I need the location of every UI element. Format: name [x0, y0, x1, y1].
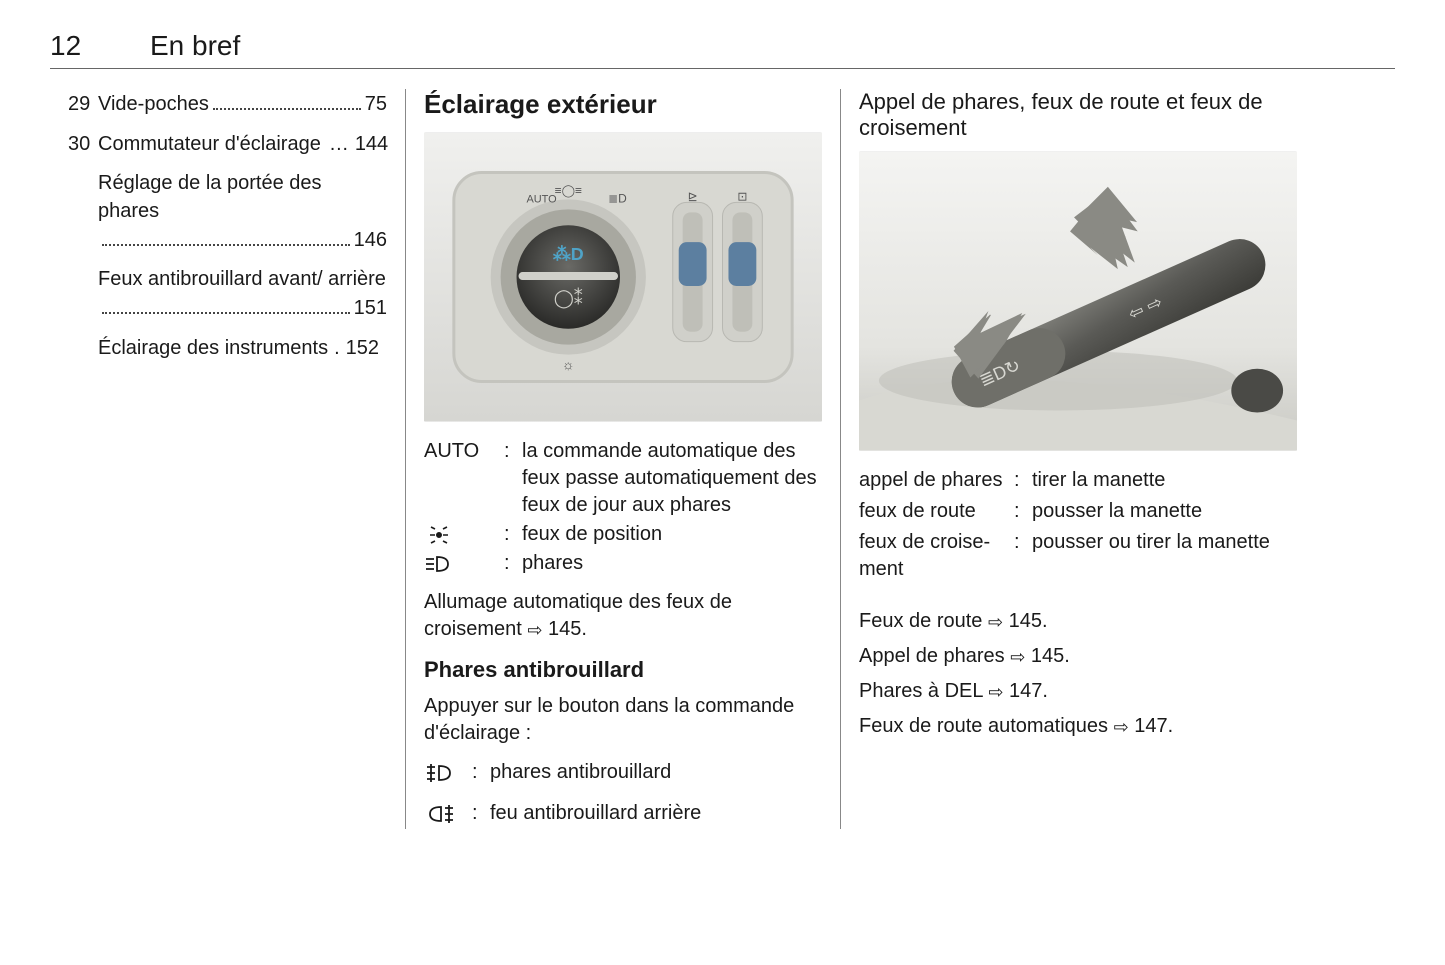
- toc-page: 144: [355, 129, 388, 159]
- ref-label: Appel de phares: [859, 645, 1010, 667]
- toc-label: Commutateur d'éclairage: [98, 129, 321, 159]
- fog-rear-icon: [424, 800, 472, 827]
- reference-arrow-icon: ⇨: [1114, 714, 1129, 740]
- def-desc: phares: [522, 550, 822, 577]
- paragraph: Allumage automatique des feux de croisem…: [424, 589, 822, 643]
- def-desc: feux de position: [522, 521, 822, 548]
- light-switch-figure: ⁂D ◯⁑ AUTO ≡◯≡ ≣D ☼ ⊵ ⊡: [424, 132, 822, 422]
- toc-item: 29 Vide-poches 75: [68, 89, 387, 119]
- reference-line: Feux de route automatiques ⇨ 147.: [859, 712, 1297, 741]
- ref-label: Feux de route automatiques: [859, 715, 1114, 737]
- fog-front-icon: [424, 759, 472, 786]
- reference-line: Phares à DEL ⇨ 147.: [859, 677, 1297, 706]
- svg-text:≣D: ≣D: [608, 191, 627, 205]
- def-colon: :: [504, 521, 522, 548]
- def-colon: :: [472, 759, 490, 786]
- section-title: Appel de phares, feux de route et feux d…: [859, 89, 1297, 141]
- toc-subitem: Réglage de la portée des phares 146: [98, 169, 387, 255]
- toc-ellipsis: …: [329, 129, 349, 159]
- toc-page: .: [334, 333, 340, 363]
- reference-arrow-icon: ⇨: [988, 679, 1003, 705]
- def-desc: tirer la manette: [1032, 467, 1297, 494]
- reference-arrow-icon: ⇨: [527, 618, 542, 642]
- toc-label: Réglage de la portée des phares: [98, 172, 322, 222]
- def-desc: pousser ou tirer la manette: [1032, 529, 1297, 583]
- def-colon: :: [504, 550, 522, 577]
- toc-page: 146: [354, 225, 387, 255]
- def-colon: :: [1014, 498, 1032, 525]
- def-desc: pousser la manette: [1032, 498, 1297, 525]
- definition-row: : phares antibrouillard: [424, 759, 822, 786]
- definition-row: feux de route : pousser la manette: [859, 498, 1297, 525]
- def-term: feux de croise­ment: [859, 529, 1014, 583]
- ref-page: 145: [1009, 610, 1042, 632]
- def-term: appel de phares: [859, 467, 1014, 494]
- def-colon: :: [1014, 467, 1032, 494]
- page-header: 12 En bref: [50, 30, 1395, 69]
- def-term: feux de route: [859, 498, 1014, 525]
- svg-text:☼: ☼: [562, 357, 575, 373]
- definition-row: : feux de position: [424, 521, 822, 548]
- toc-leader: [102, 312, 350, 314]
- light-switch-svg: ⁂D ◯⁑ AUTO ≡◯≡ ≣D ☼ ⊵ ⊡: [424, 132, 822, 422]
- toc-column: 29 Vide-poches 75 30 Commutateur d'éclai…: [50, 89, 405, 829]
- def-colon: :: [472, 800, 490, 827]
- definition-row: appel de phares : tirer la manette: [859, 467, 1297, 494]
- content-columns: 29 Vide-poches 75 30 Commutateur d'éclai…: [50, 89, 1395, 829]
- ref-page: 145: [1031, 645, 1064, 667]
- svg-text:⁂D: ⁂D: [553, 244, 584, 264]
- toc-label: Feux antibrouillard avant/ arrière: [98, 268, 386, 290]
- def-desc: feu antibrouillard arrière: [490, 800, 822, 827]
- subsection-title: Phares antibrouillard: [424, 657, 822, 683]
- breadcrumb: En bref: [150, 30, 240, 62]
- svg-text:≡◯≡: ≡◯≡: [555, 183, 582, 197]
- svg-text:⊡: ⊡: [737, 189, 747, 203]
- stalk-svg: ≣D↻ ⇦ ⇨: [859, 151, 1297, 451]
- reference-line: Appel de phares ⇨ 145.: [859, 642, 1297, 671]
- svg-text:AUTO: AUTO: [526, 193, 556, 205]
- reference-line: Feux de route ⇨ 145.: [859, 607, 1297, 636]
- page: 12 En bref 29 Vide-poches 75 30 Commutat…: [0, 0, 1445, 965]
- exterior-lighting-column: Éclairage extérieur: [405, 89, 840, 829]
- definition-row: AUTO : la commande automatique des feux …: [424, 438, 822, 519]
- headlights-icon: [424, 550, 504, 577]
- toc-leader: [213, 108, 361, 110]
- toc-page: 152: [346, 333, 379, 363]
- toc-page: 151: [354, 293, 387, 323]
- ref-label: Phares à DEL: [859, 680, 988, 702]
- toc-label: Éclairage des instruments: [98, 333, 328, 363]
- ref-page: 145: [548, 618, 581, 640]
- reference-arrow-icon: ⇨: [1010, 644, 1025, 670]
- definition-row: : phares: [424, 550, 822, 577]
- paragraph: Appuyer sur le bouton dans la commande d…: [424, 693, 822, 747]
- stalk-figure: ≣D↻ ⇦ ⇨: [859, 151, 1297, 451]
- def-colon: :: [1014, 529, 1032, 583]
- ref-page: 147: [1009, 680, 1042, 702]
- svg-text:⊵: ⊵: [688, 189, 698, 203]
- svg-text:◯⁑: ◯⁑: [554, 288, 583, 309]
- toc-index: 29: [68, 89, 98, 119]
- ref-page: 147: [1134, 715, 1167, 737]
- section-title: Éclairage extérieur: [424, 89, 822, 120]
- toc-subitem: Feux antibrouillard avant/ arrière 151: [98, 265, 387, 323]
- page-number: 12: [50, 30, 150, 62]
- high-beam-column: Appel de phares, feux de route et feux d…: [840, 89, 1315, 829]
- definition-row: : feu antibrouillard arrière: [424, 800, 822, 827]
- parking-lights-icon: [424, 521, 504, 548]
- def-desc: la commande automatique des feux passe a…: [522, 438, 822, 519]
- ref-label: Feux de route: [859, 610, 988, 632]
- toc-item: 30 Commutateur d'éclairage … 144: [68, 129, 387, 159]
- toc-subitem: Éclairage des instruments . 152: [98, 333, 387, 363]
- def-desc: phares antibrouillard: [490, 759, 822, 786]
- def-term: AUTO: [424, 438, 504, 519]
- toc-leader: [102, 244, 350, 246]
- definition-row: feux de croise­ment : pousser ou tirer l…: [859, 529, 1297, 583]
- def-colon: :: [504, 438, 522, 519]
- toc-index: 30: [68, 129, 98, 159]
- toc-label: Vide-poches: [98, 89, 209, 119]
- reference-arrow-icon: ⇨: [988, 609, 1003, 635]
- toc-page: 75: [365, 89, 387, 119]
- toc-subitems: Réglage de la portée des phares 146 Feux…: [68, 169, 387, 363]
